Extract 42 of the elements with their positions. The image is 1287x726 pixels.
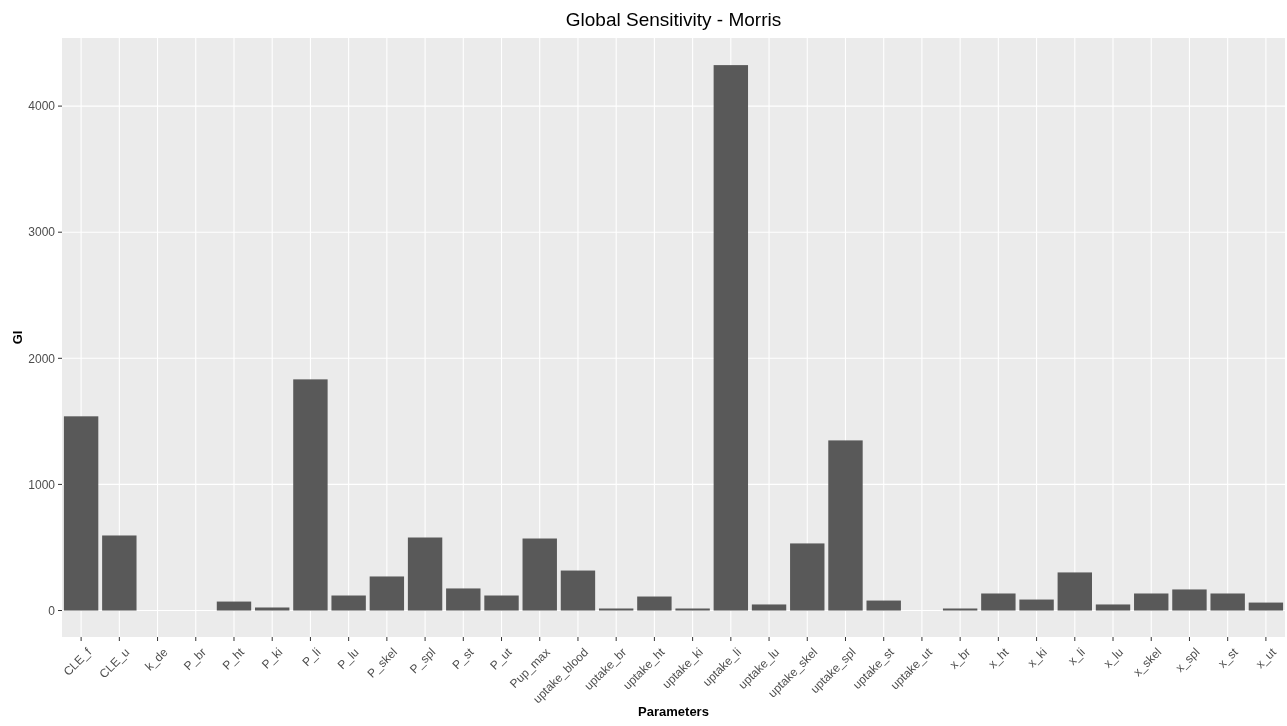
x-tick-label: x_st xyxy=(1215,644,1242,671)
bar xyxy=(293,379,328,611)
bar xyxy=(484,595,519,611)
bar xyxy=(63,416,99,611)
bar xyxy=(1019,599,1054,611)
x-tick-label: P_li xyxy=(299,645,324,670)
bar xyxy=(942,608,978,611)
bar xyxy=(1172,589,1207,611)
bar xyxy=(1057,572,1092,611)
bar xyxy=(675,608,710,611)
bar xyxy=(790,543,825,611)
bar xyxy=(216,601,252,611)
bar xyxy=(560,570,596,611)
y-tick-label: 2000 xyxy=(28,351,56,366)
chart-title: Global Sensitivity - Morris xyxy=(565,9,782,30)
bar xyxy=(981,593,1016,611)
bar xyxy=(637,596,672,611)
bar xyxy=(331,595,366,611)
y-tick-label: 1000 xyxy=(28,477,56,492)
bar xyxy=(255,607,290,611)
bar xyxy=(1134,593,1169,611)
x-tick-label: P_lu xyxy=(334,645,362,673)
bar xyxy=(598,608,634,611)
bar xyxy=(369,576,405,611)
y-tick-label: 4000 xyxy=(28,99,56,114)
bar xyxy=(751,604,787,611)
bar xyxy=(866,600,901,611)
bar xyxy=(828,440,863,611)
bar xyxy=(522,538,557,611)
bar xyxy=(1095,604,1131,611)
x-tick-label: x_li xyxy=(1065,645,1088,668)
bar xyxy=(407,537,443,611)
y-tick-label: 0 xyxy=(48,603,56,618)
bar xyxy=(713,65,749,611)
x-tick-label: x_lu xyxy=(1100,645,1127,671)
y-axis-title: GI xyxy=(10,330,25,345)
y-tick-label: 3000 xyxy=(28,225,56,240)
bar xyxy=(1210,593,1245,611)
x-axis-title: Parameters xyxy=(638,704,709,719)
bar xyxy=(102,535,137,611)
bar xyxy=(1248,602,1284,611)
bar xyxy=(446,588,481,611)
